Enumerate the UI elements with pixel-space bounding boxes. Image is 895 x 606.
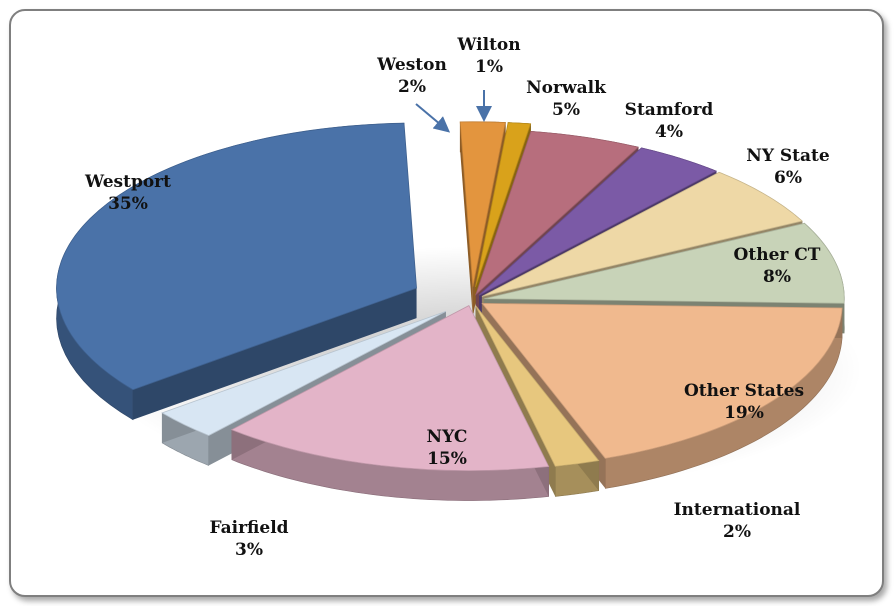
slice-top: [230, 305, 550, 471]
pie-slice-nyc: [230, 305, 550, 501]
label-fairfield: Fairfield 3%: [209, 518, 288, 560]
slice-top: [481, 171, 803, 297]
label-other-ct: Other CT 8%: [734, 245, 821, 287]
label-westport: Westport 35%: [84, 172, 171, 214]
slice-top: [481, 302, 843, 459]
label-weston: Weston 2%: [376, 55, 447, 97]
pie-slice-westport: [56, 122, 417, 421]
slice-side: [460, 121, 473, 317]
slice-top: [474, 130, 640, 296]
slice-top: [161, 310, 447, 436]
slice-top: [475, 305, 600, 467]
slice-top: [56, 122, 417, 391]
slice-top: [478, 147, 718, 296]
label-norwalk: Norwalk 5%: [526, 78, 607, 120]
label-ny-state: NY State 6%: [746, 146, 830, 188]
slice-top: [475, 122, 532, 288]
slice-top: [484, 222, 845, 304]
label-wilton: Wilton 1%: [456, 35, 520, 77]
slice-side: [132, 288, 417, 420]
label-nyc: NYC 15%: [427, 427, 468, 469]
label-stamford: Stamford 4%: [625, 100, 714, 142]
weston-arrow: [415, 103, 451, 133]
label-international: International 2%: [674, 500, 801, 542]
label-other-states: Other States 19%: [684, 381, 804, 423]
